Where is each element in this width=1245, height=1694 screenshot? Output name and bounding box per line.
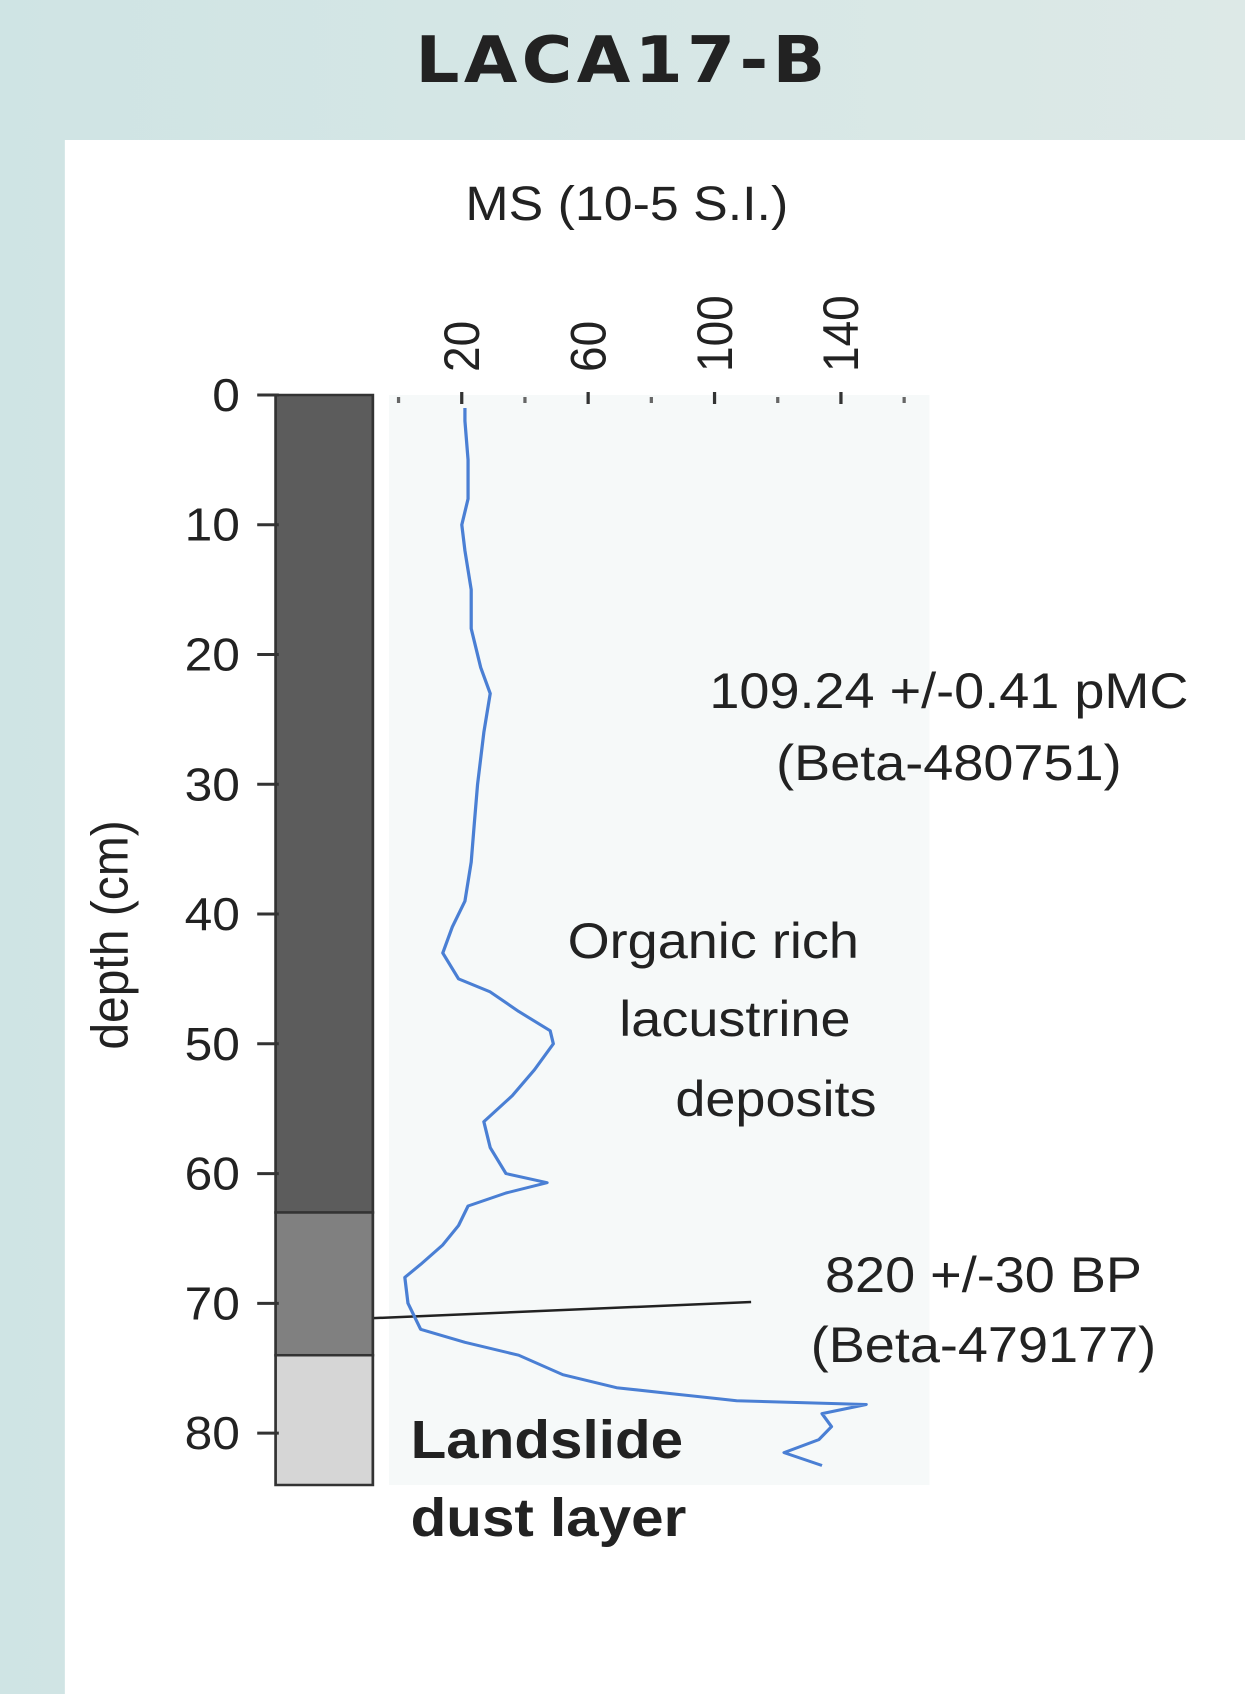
plot: 0 10 20 30 40 50 60 70 80 20 60 100 140 xyxy=(185,295,906,1487)
arrow xyxy=(331,1300,752,1320)
y-tick-label: 40 xyxy=(185,890,240,941)
annotation: 820 +/-30 BP xyxy=(825,1248,1142,1304)
ms-line xyxy=(403,408,868,1467)
y-tick-label: 30 xyxy=(185,760,240,811)
annotation: deposits xyxy=(675,1072,876,1128)
annotation: lacustrine xyxy=(619,992,850,1048)
y-tick-label: 20 xyxy=(185,630,240,681)
x-axis-label: MS (10-5 S.I.) xyxy=(465,177,788,231)
annotation: dust layer xyxy=(411,1487,687,1548)
chart-title: LACA17-B xyxy=(415,22,829,97)
x-tick-label: 60 xyxy=(562,321,617,372)
plot-area xyxy=(389,395,930,1485)
y-tick-label: 80 xyxy=(185,1409,240,1460)
core-layer xyxy=(274,393,375,1214)
x-tick-label: 140 xyxy=(815,295,870,372)
annotation: (Beta-480751) xyxy=(776,736,1121,792)
annotation: 109.24 +/-0.41 pMC xyxy=(709,664,1188,720)
annotation: Landslide xyxy=(411,1409,683,1470)
annotation: (Beta-479177) xyxy=(811,1318,1156,1374)
core-layer xyxy=(274,1211,375,1357)
y-axis-label: depth (cm) xyxy=(81,820,139,1049)
core-layer xyxy=(274,1353,375,1487)
y-tick-label: 50 xyxy=(185,1019,240,1070)
y-tick-label: 10 xyxy=(185,500,240,551)
y-tick-label: 70 xyxy=(185,1279,240,1330)
x-tick-label: 20 xyxy=(435,321,490,372)
y-tick-label: 0 xyxy=(212,371,240,422)
annotation: Organic rich xyxy=(568,914,859,970)
y-tick-label: 60 xyxy=(185,1149,240,1200)
x-tick-label: 100 xyxy=(688,295,743,372)
